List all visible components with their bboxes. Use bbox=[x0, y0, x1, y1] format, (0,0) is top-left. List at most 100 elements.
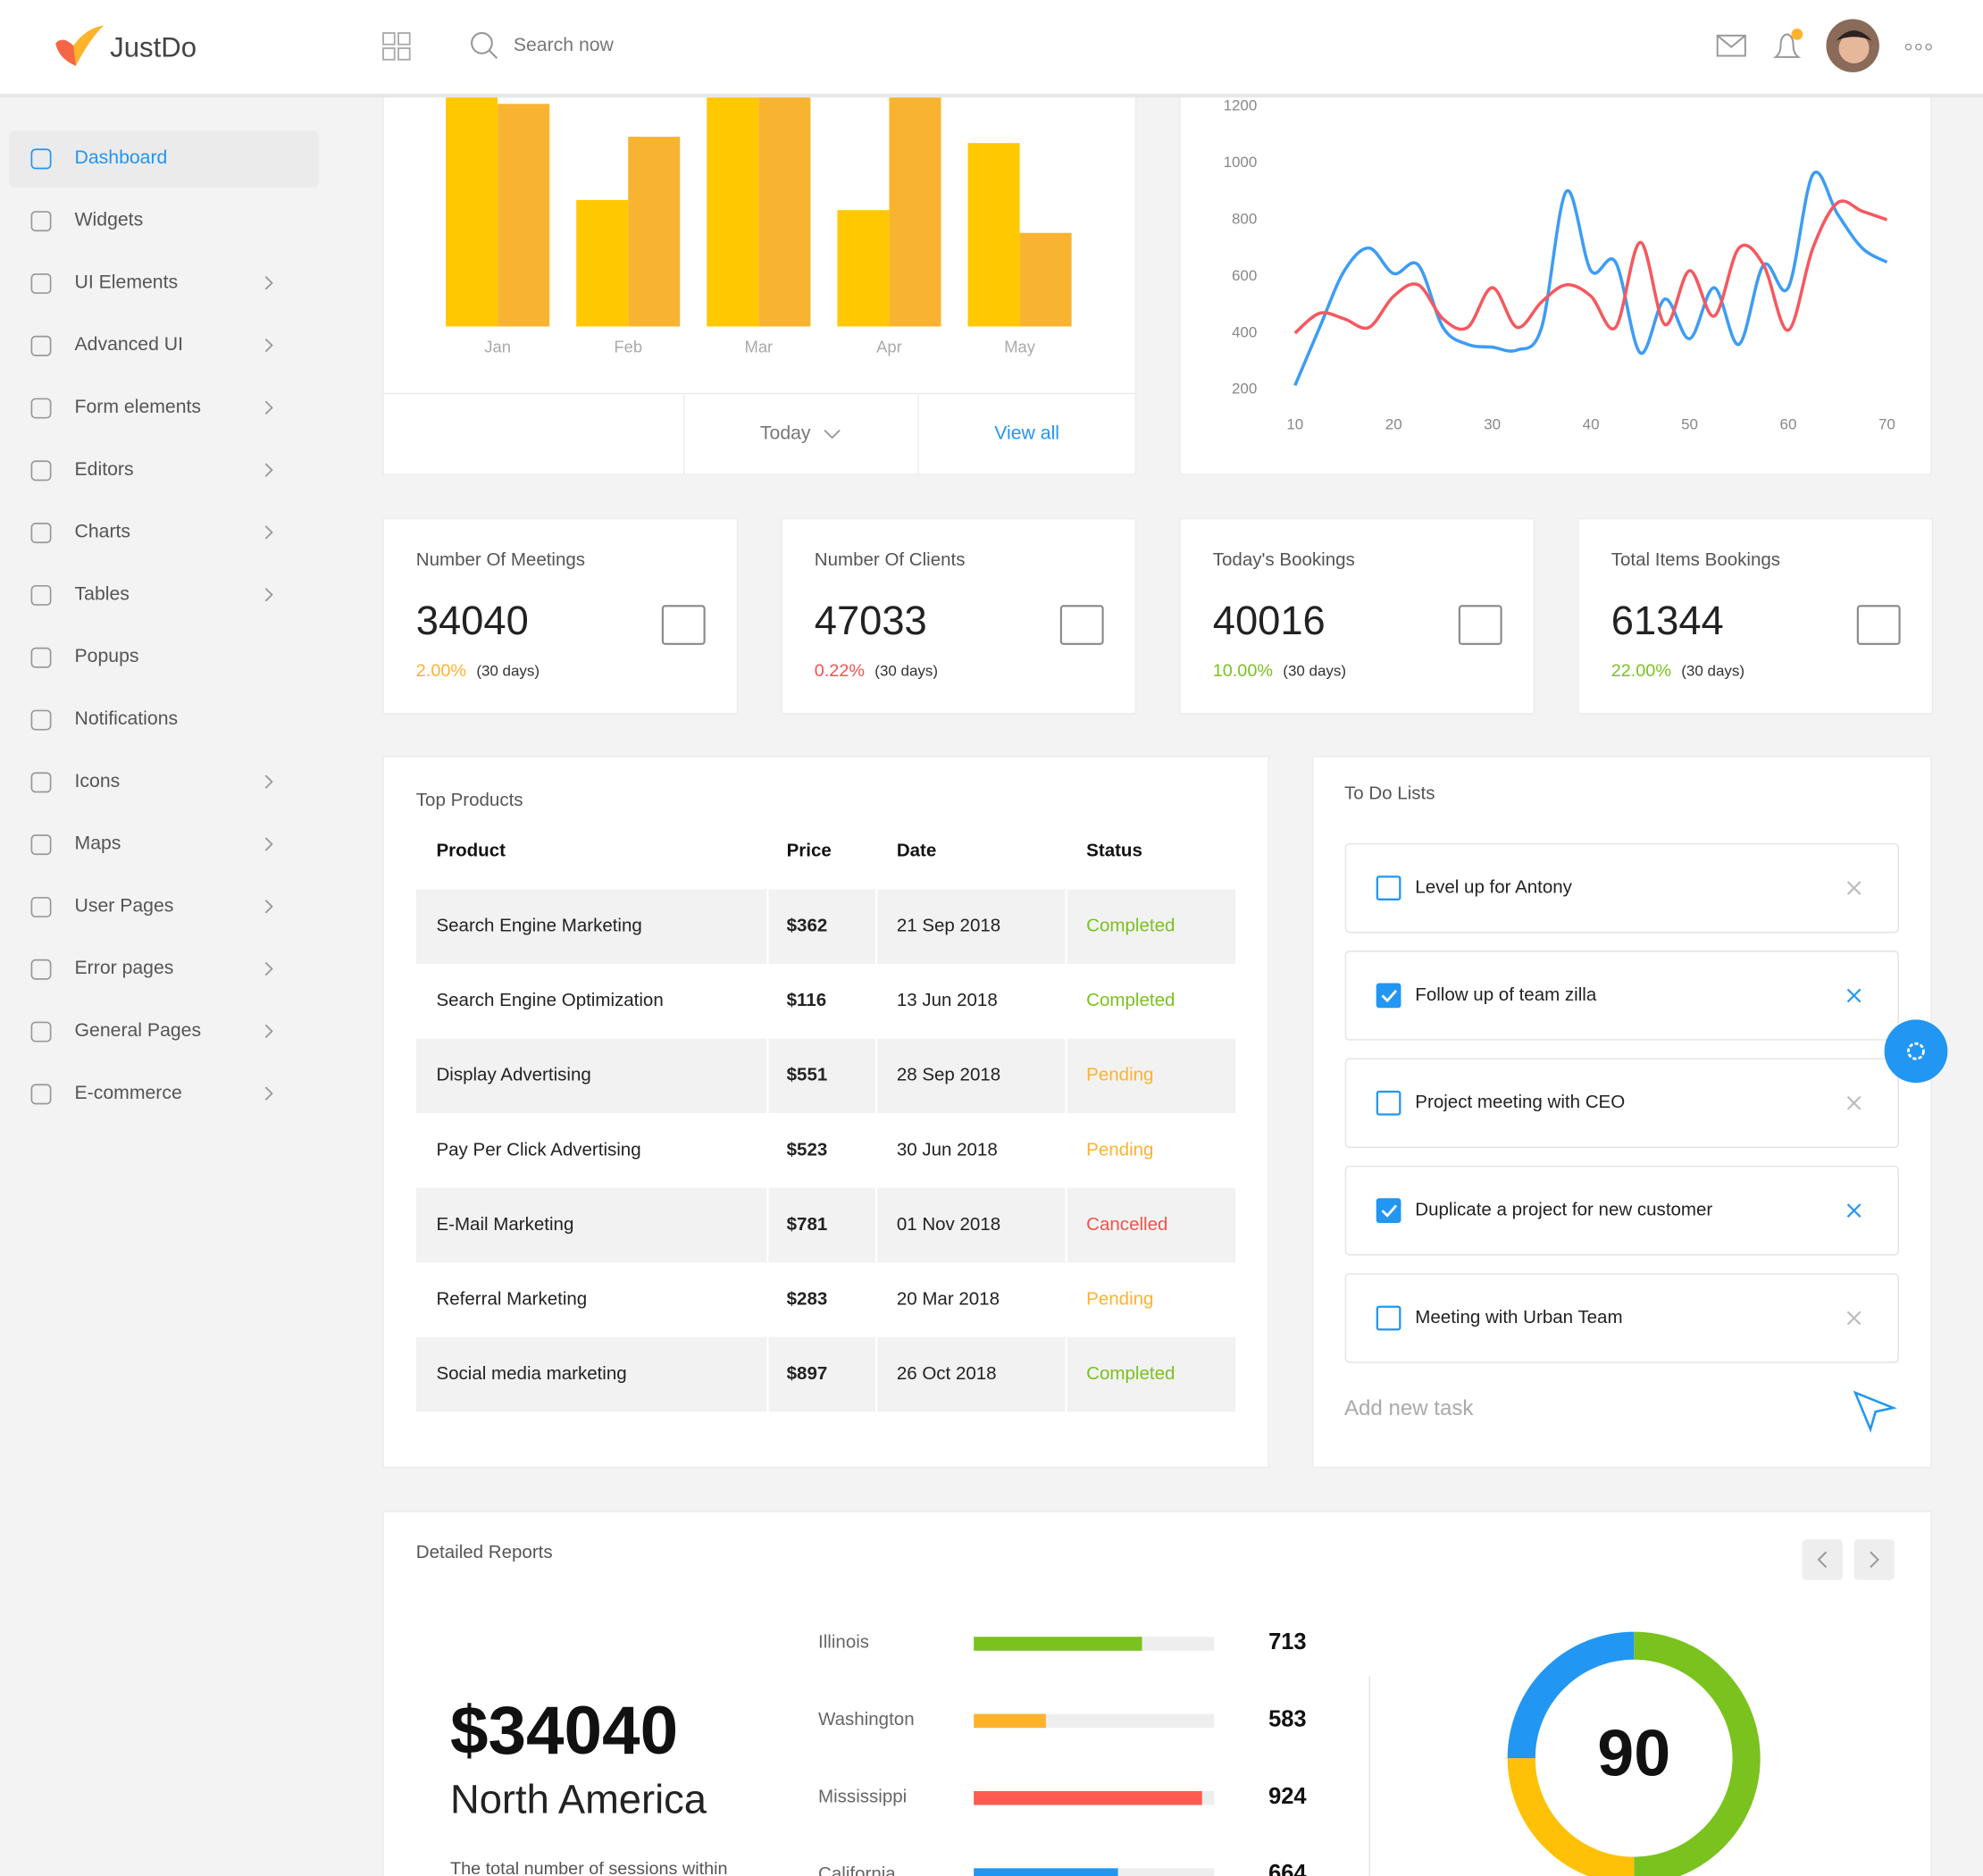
chevron-icon bbox=[264, 837, 273, 851]
stat-card bbox=[781, 517, 1137, 715]
checkmark bbox=[1381, 1204, 1398, 1218]
todo-label: Project meeting with CEO bbox=[1415, 1092, 1625, 1112]
donut-segment bbox=[1507, 1631, 1635, 1759]
table-cell: Search Engine Optimization bbox=[436, 990, 663, 1010]
bar bbox=[628, 137, 681, 327]
stat-card bbox=[382, 517, 739, 715]
menu-item[interactable]: Form elements bbox=[75, 397, 202, 417]
progress-label: California bbox=[818, 1863, 896, 1876]
menu-item[interactable]: Popups bbox=[75, 646, 139, 666]
table-cell: 01 Nov 2018 bbox=[897, 1214, 1000, 1235]
checkbox[interactable] bbox=[1376, 1198, 1401, 1223]
chevron-icon bbox=[1817, 1551, 1828, 1569]
checkbox[interactable] bbox=[1376, 1090, 1401, 1116]
progress-bar bbox=[974, 1637, 1142, 1651]
reports-title: Detailed Reports bbox=[416, 1542, 553, 1562]
menu-item[interactable]: Tables bbox=[75, 583, 130, 604]
checkbox[interactable] bbox=[1376, 1305, 1401, 1331]
bell-icon[interactable] bbox=[1772, 33, 1802, 58]
checkbox[interactable] bbox=[1376, 983, 1401, 1009]
chevron-icon bbox=[264, 400, 273, 415]
menu-item[interactable]: Dashboard bbox=[75, 147, 168, 168]
chevron-icon bbox=[264, 276, 273, 290]
pager-button[interactable] bbox=[1802, 1539, 1843, 1580]
grid-icon bbox=[397, 47, 411, 61]
send-icon[interactable] bbox=[1853, 1390, 1897, 1433]
grid-icon bbox=[382, 32, 396, 46]
stat-change: 2.00% bbox=[416, 661, 466, 681]
stat-card bbox=[1577, 517, 1934, 715]
y-tick-label: 1000 bbox=[1224, 154, 1258, 171]
avatar-face bbox=[1838, 32, 1870, 63]
y-tick-label: 1200 bbox=[1224, 97, 1258, 114]
menu-item[interactable]: UI Elements bbox=[75, 272, 179, 292]
menu-icon bbox=[30, 211, 52, 232]
progress-figure: 664 bbox=[1268, 1861, 1307, 1876]
remove-icon[interactable] bbox=[1846, 1095, 1862, 1110]
settings-button[interactable] bbox=[1884, 1019, 1948, 1084]
table-header: Product bbox=[436, 840, 506, 860]
bar bbox=[758, 80, 811, 327]
settings-icon bbox=[1907, 1042, 1925, 1060]
more-icon bbox=[1914, 43, 1922, 51]
menu-item[interactable]: Widgets bbox=[75, 210, 144, 230]
bar bbox=[707, 80, 759, 327]
table-cell: $362 bbox=[787, 916, 828, 936]
table-title: Top Products bbox=[416, 790, 523, 810]
menu-item[interactable]: Error pages bbox=[75, 958, 174, 978]
stat-card bbox=[1179, 517, 1535, 715]
chevron-icon bbox=[1870, 1551, 1879, 1569]
new-task-input[interactable]: Add new task bbox=[1344, 1396, 1474, 1420]
menu-item[interactable]: General Pages bbox=[75, 1020, 202, 1041]
pager-button[interactable] bbox=[1853, 1539, 1895, 1580]
table-cell: Display Advertising bbox=[436, 1065, 590, 1085]
remove-icon[interactable] bbox=[1846, 988, 1862, 1003]
stat-icon bbox=[1458, 605, 1502, 645]
remove-icon[interactable] bbox=[1846, 1203, 1862, 1218]
table-cell: 30 Jun 2018 bbox=[897, 1139, 998, 1160]
report-region: North America bbox=[450, 1777, 707, 1822]
chevron-icon bbox=[264, 900, 273, 914]
menu-item[interactable]: Icons bbox=[75, 771, 121, 791]
menu-item[interactable]: User Pages bbox=[75, 895, 174, 916]
menu-item[interactable]: Advanced UI bbox=[75, 334, 184, 355]
y-tick-label: 400 bbox=[1232, 323, 1257, 340]
chevron-icon bbox=[824, 429, 841, 440]
mail-icon[interactable] bbox=[1716, 34, 1746, 57]
stat-title: Number Of Clients bbox=[815, 549, 966, 570]
menu-item[interactable]: Editors bbox=[75, 459, 134, 480]
table-cell: $116 bbox=[787, 990, 827, 1010]
chevron-icon bbox=[264, 338, 273, 353]
menu-icon bbox=[30, 335, 52, 356]
menu-item[interactable]: E-commerce bbox=[75, 1083, 182, 1103]
table-cell: $897 bbox=[787, 1363, 828, 1384]
table-row-bg bbox=[415, 1038, 1236, 1114]
table-cell: Social media marketing bbox=[436, 1363, 626, 1384]
stat-icon bbox=[1059, 605, 1104, 645]
chevron-icon bbox=[264, 1086, 273, 1101]
checkbox[interactable] bbox=[1376, 875, 1401, 900]
progress-label: Mississippi bbox=[818, 1786, 907, 1806]
brand: JustDo bbox=[110, 32, 197, 63]
progress-figure: 924 bbox=[1268, 1784, 1307, 1809]
y-tick-label: 600 bbox=[1232, 267, 1257, 284]
stat-change: 22.00% bbox=[1611, 661, 1671, 681]
menu-item[interactable]: Charts bbox=[75, 522, 131, 542]
stat-value: 61344 bbox=[1611, 598, 1724, 643]
x-tick-label: 10 bbox=[1286, 415, 1303, 432]
table-header: Price bbox=[787, 840, 832, 860]
menu-item[interactable]: Notifications bbox=[75, 708, 179, 729]
stat-value: 34040 bbox=[416, 598, 529, 643]
view-all-link[interactable]: View all bbox=[994, 423, 1059, 443]
menu-item[interactable]: Maps bbox=[75, 833, 121, 854]
remove-icon[interactable] bbox=[1846, 1311, 1862, 1326]
table-cell: Search Engine Marketing bbox=[436, 916, 641, 936]
search-input[interactable]: Search now bbox=[514, 35, 615, 55]
menu-icon bbox=[30, 709, 52, 731]
menu-icon bbox=[30, 959, 52, 980]
chevron-icon bbox=[264, 588, 273, 602]
period-dropdown[interactable]: Today bbox=[760, 423, 811, 443]
remove-icon[interactable] bbox=[1846, 881, 1862, 895]
table-cell: 28 Sep 2018 bbox=[897, 1065, 1000, 1085]
